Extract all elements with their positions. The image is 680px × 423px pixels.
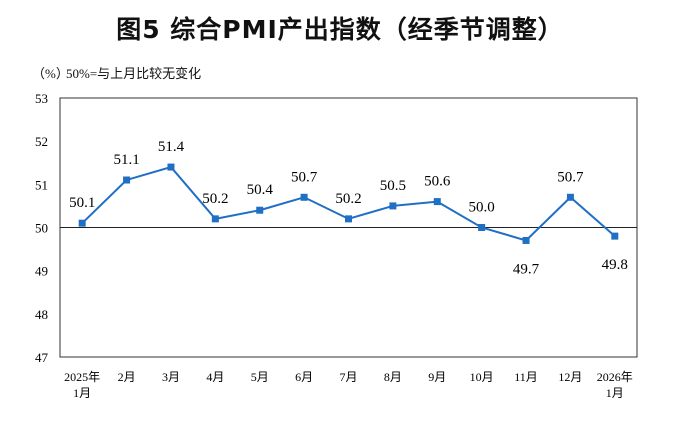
data-label: 50.1 [69, 195, 95, 211]
data-label: 50.7 [291, 169, 318, 185]
x-tick-label: 3月 [162, 370, 180, 384]
x-tick-label: 2月 [118, 370, 136, 384]
x-tick-label: 4月 [206, 370, 224, 384]
y-tick-label: 49 [35, 264, 48, 279]
y-tick-label: 52 [35, 134, 48, 149]
data-point [167, 163, 175, 171]
y-tick-label: 51 [35, 177, 48, 192]
y-tick-label: 53 [35, 91, 48, 106]
data-point [78, 219, 86, 227]
data-point [389, 202, 397, 210]
data-point [345, 215, 352, 223]
chart-title: 图5 综合PMI产出指数（经季节调整） [116, 15, 564, 44]
data-point [478, 224, 486, 231]
data-label: 50.2 [335, 191, 361, 207]
data-label: 49.7 [513, 261, 540, 277]
data-point [256, 206, 264, 214]
data-label: 51.1 [113, 152, 139, 168]
x-tick-label: 2026年 [597, 370, 633, 384]
x-tick-label: 9月 [428, 370, 446, 384]
x-tick-label: 1月 [606, 386, 624, 400]
data-label: 51.4 [158, 139, 185, 155]
data-point [211, 215, 219, 223]
data-point [566, 193, 574, 201]
x-tick-label: 7月 [339, 370, 357, 384]
y-tick-label: 50 [35, 221, 48, 236]
y-tick-label: 48 [35, 307, 48, 322]
data-point [300, 193, 308, 201]
x-tick-label: 5月 [251, 370, 269, 384]
data-point [123, 176, 131, 184]
x-tick-label: 11月 [514, 370, 538, 384]
data-label: 50.5 [380, 178, 406, 194]
data-label: 50.4 [247, 182, 274, 198]
x-tick-label: 2025年 [64, 370, 100, 384]
data-point [433, 198, 441, 206]
data-label: 50.0 [469, 200, 495, 216]
x-tick-label: 6月 [295, 370, 313, 384]
data-point [611, 232, 619, 240]
x-tick-label: 10月 [470, 370, 494, 384]
y-axis-unit: （%） [32, 66, 69, 81]
chart-annotation: 50%=与上月比较无变化 [66, 66, 202, 81]
y-tick-label: 47 [35, 350, 49, 365]
x-tick-label: 8月 [384, 370, 402, 384]
data-label: 49.8 [602, 257, 628, 273]
data-point [522, 236, 530, 244]
x-tick-label: 12月 [558, 370, 582, 384]
data-label: 50.2 [202, 191, 228, 207]
data-label: 50.7 [557, 169, 584, 185]
x-tick-label: 1月 [73, 386, 91, 400]
data-label: 50.6 [424, 174, 451, 190]
